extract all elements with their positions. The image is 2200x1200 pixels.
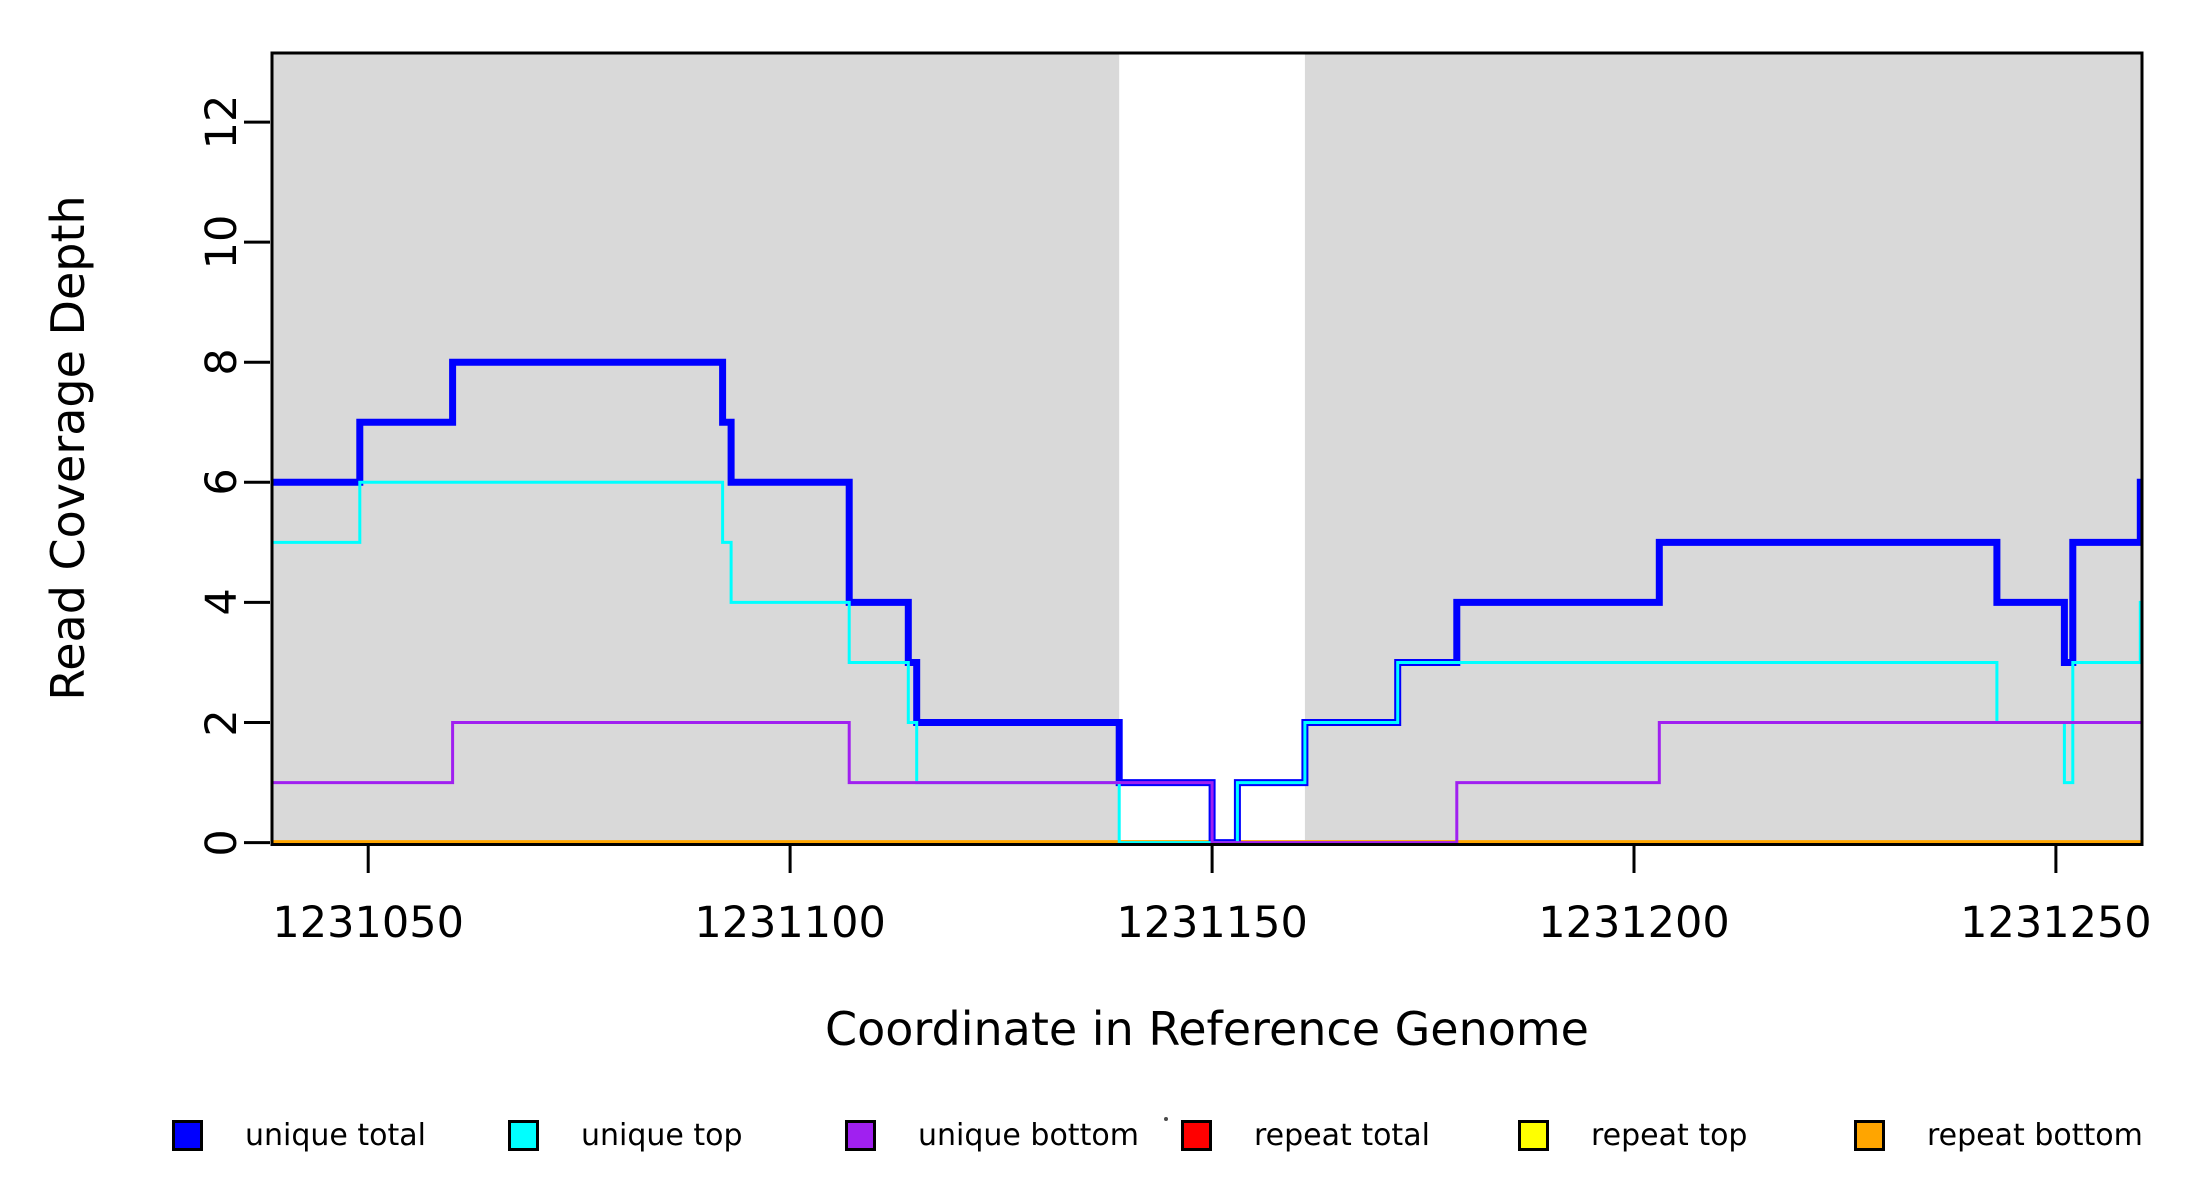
legend-label: unique bottom xyxy=(918,1117,1139,1153)
legend-item-repeat-top: repeat top xyxy=(1518,1112,1747,1158)
legend-item-repeat-total: repeat total xyxy=(1181,1112,1430,1158)
y-tick-label: 10 xyxy=(197,214,247,270)
y-axis-title: Read Coverage Depth xyxy=(41,195,95,701)
shaded-region xyxy=(272,53,1120,843)
x-axis-title: Coordinate in Reference Genome xyxy=(825,1002,1589,1056)
legend-label: repeat bottom xyxy=(1927,1117,2143,1153)
stray-dot xyxy=(1164,1117,1168,1121)
legend-swatch-repeat-top xyxy=(1518,1119,1549,1151)
legend-swatch-repeat-total xyxy=(1181,1119,1212,1151)
plot-border xyxy=(270,51,2144,846)
legend: unique total unique top unique bottom repea… xyxy=(0,0,2200,1153)
legend-label: unique top xyxy=(581,1117,743,1153)
y-tick-label: 12 xyxy=(197,94,247,150)
legend-label: repeat total xyxy=(1254,1117,1430,1153)
legend-swatch-unique-bottom xyxy=(845,1119,876,1151)
y-tick-label: 2 xyxy=(197,708,247,737)
x-tick-label: 1231200 xyxy=(1538,898,1730,948)
legend-item-unique-total: unique total xyxy=(172,1112,426,1158)
y-tick-label: 4 xyxy=(197,588,247,617)
x-tick-label: 1231050 xyxy=(272,898,464,948)
y-tick-label: 0 xyxy=(197,828,247,857)
series-lines xyxy=(272,358,2144,846)
x-tick-label: 1231250 xyxy=(1960,898,2152,948)
y-tick-label: 6 xyxy=(197,468,247,496)
legend-swatch-unique-total xyxy=(172,1119,203,1151)
legend-item-unique-top: unique top xyxy=(508,1112,743,1158)
y-tick-label: 8 xyxy=(197,348,247,376)
legend-item-repeat-bottom: repeat bottom xyxy=(1854,1112,2143,1158)
legend-item-unique-bottom: unique bottom xyxy=(845,1112,1139,1158)
shaded-region xyxy=(1304,53,2142,843)
legend-swatch-repeat-bottom xyxy=(1854,1119,1885,1151)
legend-label: unique total xyxy=(245,1117,427,1153)
x-tick-label: 1231100 xyxy=(694,898,886,948)
x-tick-label: 1231150 xyxy=(1116,898,1308,948)
legend-swatch-unique-top xyxy=(508,1119,539,1151)
legend-label: repeat top xyxy=(1591,1117,1748,1153)
series-line-unique-bottom xyxy=(272,721,2142,845)
series-line-unique-top xyxy=(272,480,2142,845)
